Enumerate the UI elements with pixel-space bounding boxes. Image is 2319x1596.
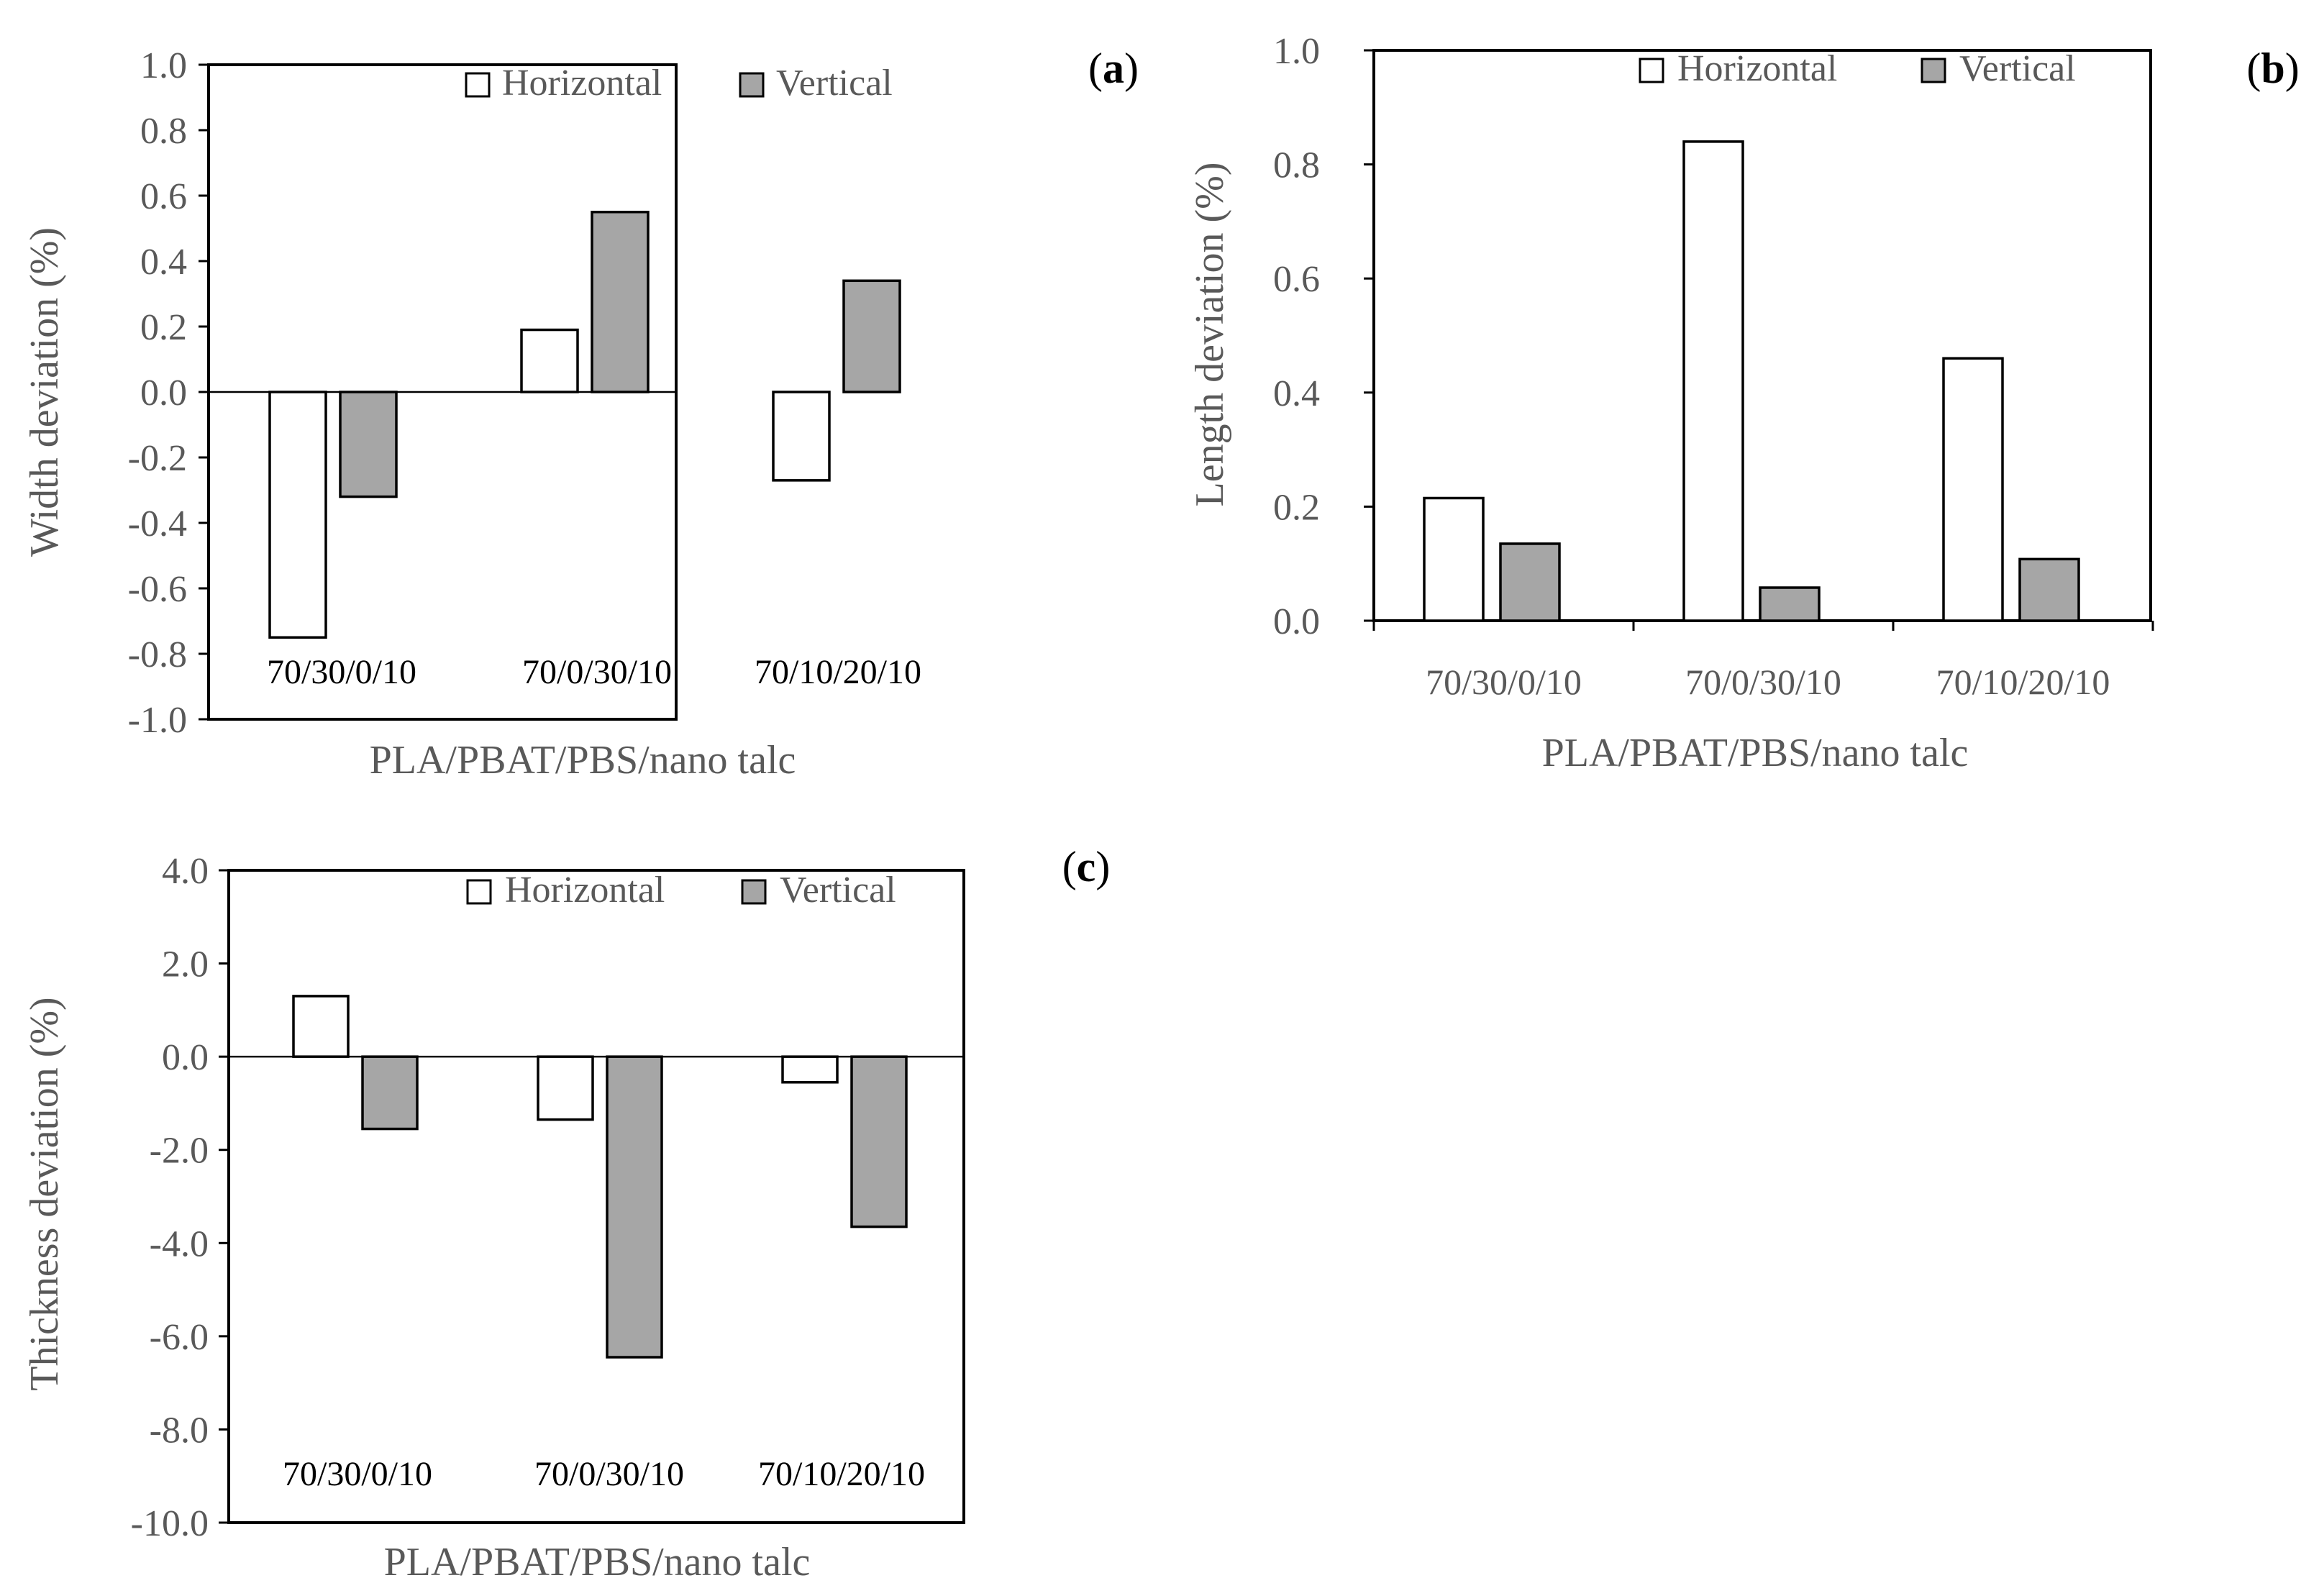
bar-horizontal-2 [520, 328, 579, 393]
panel-tag: (b) [2246, 45, 2299, 92]
chart-panel-a: -1.0 -0.8 -0.6 -0.4 -0.2 0.0 0.2 0.4 0.6 0.8 1.0 70… [22, 45, 1139, 783]
y-tick-label: -0.2 [128, 438, 187, 479]
y-tick-label: 0.6 [1273, 259, 1320, 300]
category-label: 70/10/20/10 [758, 1455, 925, 1493]
x-axis-title: PLA/PBAT/PBS/nano talc [370, 738, 796, 783]
y-tick-label: -10.0 [131, 1503, 209, 1544]
legend-swatch-horizontal [465, 72, 491, 98]
category-label: 70/0/30/10 [522, 653, 672, 691]
y-tick-label: 0.8 [1273, 145, 1320, 186]
bar-vertical-2 [1759, 586, 1821, 622]
y-tick-label: 0.0 [162, 1037, 209, 1078]
y-tick-label: 1.0 [1273, 31, 1320, 72]
y-tick-label: 0.0 [1273, 601, 1320, 642]
category-label: 70/30/0/10 [1426, 662, 1582, 702]
y-tick-label: 1.0 [140, 45, 187, 86]
y-tick-label: 4.0 [162, 851, 209, 892]
legend-label-vertical: Vertical [1959, 48, 2076, 89]
x-axis-title: PLA/PBAT/PBS/nano talc [384, 1540, 811, 1584]
legend-label-horizontal: Horizontal [505, 870, 665, 911]
panel-tag: (c) [1062, 843, 1111, 890]
y-tick-label: 0.0 [140, 373, 187, 414]
bar-horizontal-1 [292, 995, 350, 1058]
bar-horizontal-2 [537, 1055, 594, 1121]
y-axis-title: Width deviation (%) [22, 227, 67, 557]
category-label: 70/0/30/10 [1685, 662, 1841, 702]
y-tick-label: -6.0 [150, 1317, 209, 1358]
chart-panel-c: -10.0 -8.0 -6.0 -4.0 -2.0 0.0 2.0 4.0 70/30/0/10… [22, 843, 1110, 1584]
bar-horizontal-3 [772, 391, 831, 482]
y-tick-label: -8.0 [150, 1410, 209, 1451]
y-tick-label: -0.6 [128, 569, 187, 610]
y-tick-label: 0.8 [140, 111, 187, 152]
legend-label-horizontal: Horizontal [1677, 48, 1837, 89]
y-tick-label: -4.0 [150, 1223, 209, 1264]
legend-label-vertical: Vertical [780, 870, 896, 911]
bar-horizontal-1 [268, 391, 327, 639]
bar-vertical-3 [2018, 557, 2080, 622]
legend-swatch-vertical [741, 879, 767, 905]
legend-swatch-horizontal [466, 879, 492, 905]
bar-vertical-2 [591, 211, 650, 393]
legend: Horizontal Vertical [1639, 48, 2076, 89]
y-tick-label: -2.0 [150, 1131, 209, 1172]
bar-horizontal-2 [1682, 140, 1744, 622]
legend-swatch-vertical [1921, 58, 1946, 83]
y-axis-title: Length deviation (%) [1188, 163, 1232, 507]
plot-frame [1372, 49, 2152, 622]
panel-letter: b [2261, 45, 2284, 92]
y-tick-label: -1.0 [128, 700, 187, 741]
bar-horizontal-3 [1942, 357, 2004, 622]
x-axis-title: PLA/PBAT/PBS/nano talc [1542, 731, 1969, 775]
y-tick-label: 2.0 [162, 944, 209, 985]
y-tick-label: 0.6 [140, 176, 187, 217]
legend: Horizontal Vertical [465, 63, 893, 104]
category-label: 70/10/20/10 [1936, 662, 2110, 702]
category-label: 70/30/0/10 [267, 653, 416, 691]
bar-vertical-1 [339, 391, 398, 498]
category-label: 70/0/30/10 [534, 1455, 684, 1493]
chart-panel-b: 0.0 0.2 0.4 0.6 0.8 1.0 70/30/0/10 70/0/30/10 70… [1188, 31, 2300, 775]
legend-swatch-vertical [739, 72, 765, 98]
category-label: 70/30/0/10 [283, 1455, 432, 1493]
panel-letter: a [1103, 45, 1124, 92]
y-axis-title: Thickness deviation (%) [22, 997, 67, 1390]
legend-label-vertical: Vertical [776, 63, 893, 104]
bar-horizontal-1 [1423, 496, 1485, 622]
bar-vertical-3 [850, 1055, 908, 1228]
bar-vertical-1 [361, 1055, 419, 1131]
y-tick-label: 0.4 [1273, 373, 1320, 414]
y-tick-label: -0.4 [128, 503, 187, 544]
legend-swatch-horizontal [1639, 58, 1664, 83]
legend: Horizontal Vertical [466, 870, 896, 911]
y-tick-label: 0.2 [140, 307, 187, 348]
bar-vertical-3 [842, 279, 901, 393]
bar-vertical-2 [606, 1055, 663, 1359]
y-tick-label: 0.2 [1273, 487, 1320, 528]
y-tick-label: 0.4 [140, 242, 187, 283]
y-tick-label: -0.8 [128, 634, 187, 675]
plot-frame [227, 869, 965, 1524]
category-label: 70/10/20/10 [755, 653, 921, 691]
panel-tag: (a) [1088, 45, 1139, 92]
bar-vertical-1 [1499, 542, 1561, 622]
bar-horizontal-3 [781, 1055, 839, 1084]
panel-letter: c [1077, 843, 1096, 890]
legend-label-horizontal: Horizontal [502, 63, 662, 104]
